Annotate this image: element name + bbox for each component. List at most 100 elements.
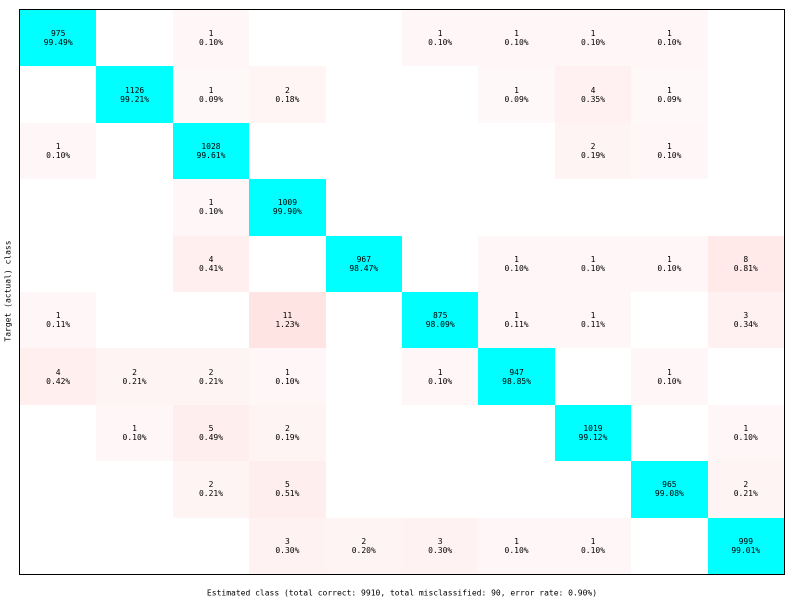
cell-count: 1 (666, 254, 672, 264)
matrix-cell-r8-c2: 2 0.21% (172, 461, 250, 518)
confusion-matrix-plot: 975 99.49% 1 0.10% 1 0.10% 1 0.10% 1 0.10% 1 0.10% 1… (19, 9, 785, 575)
cell-percent: 0.10% (275, 376, 300, 386)
cell-percent: 0.18% (275, 94, 300, 104)
matrix-cell-r6-c1: 2 0.21% (96, 348, 173, 405)
cell-count: 4 (55, 367, 61, 377)
cell-percent: 0.35% (580, 94, 606, 104)
matrix-cell-r0-c6: 1 0.10% (478, 10, 555, 67)
matrix-cell-r9-c4: 2 0.20% (325, 517, 402, 574)
cell-percent: 0.10% (46, 150, 71, 160)
cell-count: 2 (743, 480, 749, 490)
matrix-cell-r0-c8: 1 0.10% (631, 10, 708, 67)
cell-count: 1 (514, 85, 519, 95)
cell-percent: 0.10% (657, 150, 682, 160)
matrix-cell-r4-c2: 4 0.41% (172, 235, 250, 292)
cell-count: 1 (666, 29, 672, 39)
y-axis-label: Target (actual) class (3, 240, 13, 342)
matrix-cell-r9-c6: 1 0.10% (478, 517, 555, 574)
matrix-cell-r9-c3: 3 0.30% (249, 517, 326, 574)
matrix-cell-r1-c1: 1126 99.21% (96, 66, 173, 123)
cell-percent: 0.19% (275, 432, 300, 442)
matrix-cell-r9-c9: 999 99.01% (707, 517, 784, 574)
matrix-cell-r9-c7: 1 0.10% (554, 517, 632, 574)
matrix-cell-r5-c6: 1 0.11% (478, 292, 555, 349)
cell-percent: 99.08% (654, 489, 684, 499)
cell-percent: 99.61% (196, 150, 226, 160)
cell-percent: 99.90% (272, 207, 302, 217)
cell-percent: 98.85% (502, 376, 532, 386)
matrix-cell-r2-c8: 1 0.10% (631, 122, 708, 180)
matrix-cell-r1-c3: 2 0.18% (249, 66, 326, 123)
matrix-cell-r0-c5: 1 0.10% (402, 10, 479, 67)
cell-percent: 99.21% (120, 94, 150, 104)
cell-count: 3 (743, 311, 749, 321)
cell-count: 11 (282, 311, 293, 321)
cell-percent: 1.23% (275, 320, 300, 330)
matrix-cell-r3-c2: 1 0.10% (172, 179, 250, 236)
cell-percent: 0.10% (657, 376, 682, 386)
matrix-cell-r4-c8: 1 0.10% (631, 235, 708, 292)
cell-percent: 0.10% (198, 38, 224, 48)
matrix-cell-r7-c7: 1019 99.12% (554, 404, 632, 462)
cell-count: 947 (509, 367, 524, 377)
matrix-cell-r6-c2: 2 0.21% (172, 348, 250, 405)
cell-count: 1 (55, 311, 61, 321)
matrix-cell-r4-c9: 8 0.81% (707, 235, 784, 292)
cell-count: 8 (743, 254, 749, 264)
matrix-cell-r8-c9: 2 0.21% (707, 461, 784, 518)
cell-percent: 0.41% (198, 263, 224, 273)
cell-count: 1 (208, 198, 214, 208)
cell-count: 3 (284, 536, 290, 546)
cell-count: 1 (284, 367, 290, 377)
cell-count: 3 (437, 536, 443, 546)
cell-percent: 0.10% (504, 263, 529, 273)
matrix-cell-r5-c5: 875 98.09% (402, 292, 479, 349)
cell-count: 1 (514, 254, 519, 264)
cell-count: 1 (666, 85, 672, 95)
x-axis-label: Estimated class (total correct: 9910, to… (206, 588, 598, 598)
cell-percent: 0.10% (657, 38, 682, 48)
cell-count: 1 (666, 367, 672, 377)
cell-count: 1019 (583, 423, 603, 433)
cell-count: 965 (662, 480, 677, 490)
cell-percent: 0.49% (198, 432, 224, 442)
cell-percent: 99.01% (731, 545, 761, 555)
cell-count: 1 (132, 423, 137, 433)
cell-percent: 0.10% (122, 432, 147, 442)
cell-percent: 0.51% (275, 489, 300, 499)
cell-percent: 99.12% (578, 432, 608, 442)
matrix-cell-r0-c0: 975 99.49% (20, 10, 97, 67)
cell-percent: 0.21% (198, 376, 224, 386)
matrix-cell-r7-c9: 1 0.10% (707, 404, 784, 462)
matrix-cell-r8-c8: 965 99.08% (631, 461, 708, 518)
cell-count: 1028 (201, 141, 221, 151)
matrix-cell-r6-c6: 947 98.85% (478, 348, 555, 405)
matrix-cell-r6-c0: 4 0.42% (20, 348, 97, 405)
matrix-cell-r4-c7: 1 0.10% (554, 235, 632, 292)
cell-percent: 0.21% (122, 376, 147, 386)
matrix-cell-r2-c2: 1028 99.61% (172, 122, 250, 180)
matrix-cell-r0-c2: 1 0.10% (172, 10, 250, 67)
cell-percent: 0.10% (657, 263, 682, 273)
cell-count: 1 (208, 29, 214, 39)
cell-count: 1 (437, 367, 443, 377)
matrix-cell-r7-c3: 2 0.19% (249, 404, 326, 462)
cell-count: 967 (356, 254, 372, 264)
cell-count: 1 (666, 141, 672, 151)
matrix-cell-r5-c7: 1 0.11% (554, 292, 632, 349)
matrix-cell-r6-c8: 1 0.10% (631, 348, 708, 405)
cell-count: 2 (361, 536, 367, 546)
matrix-cell-r5-c0: 1 0.11% (20, 292, 97, 349)
cell-count: 2 (284, 85, 290, 95)
cell-count: 1 (514, 311, 519, 321)
matrix-cell-r4-c6: 1 0.10% (478, 235, 555, 292)
cell-count: 1 (514, 536, 519, 546)
cell-percent: 0.10% (580, 38, 606, 48)
cell-percent: 0.10% (504, 38, 529, 48)
matrix-cell-r1-c2: 1 0.09% (172, 66, 250, 123)
cell-count: 1126 (124, 85, 145, 95)
cell-percent: 0.81% (733, 263, 758, 273)
cell-count: 1 (437, 29, 443, 39)
cell-count: 999 (738, 536, 754, 546)
cell-count: 875 (432, 311, 448, 321)
